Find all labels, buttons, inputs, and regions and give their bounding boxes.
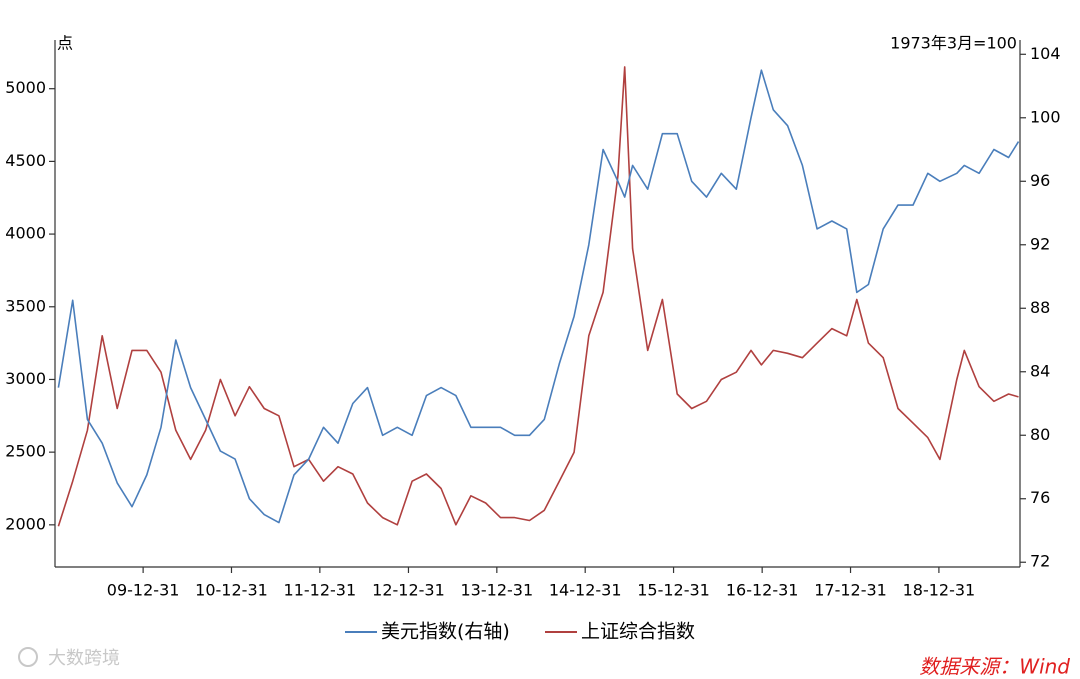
y2-tick-label: 96 <box>1030 171 1050 190</box>
x-tick-label: 14-12-31 <box>549 581 622 600</box>
x-tick-label: 09-12-31 <box>107 581 180 600</box>
y-axis-label: 点 <box>57 34 73 53</box>
x-tick-label: 13-12-31 <box>461 581 534 600</box>
x-tick-label: 16-12-31 <box>726 581 799 600</box>
x-tick-label: 10-12-31 <box>195 581 268 600</box>
x-tick-label: 18-12-31 <box>903 581 976 600</box>
y2-tick-label: 104 <box>1030 44 1061 63</box>
legend-label: 上证综合指数 <box>581 621 695 643</box>
source: 数据来源：Wind <box>919 655 1070 679</box>
y2-tick-label: 80 <box>1030 425 1050 444</box>
series-line <box>57 69 1020 524</box>
y-tick-label: 4000 <box>5 224 46 243</box>
legend-label: 美元指数(右轴) <box>381 621 510 643</box>
y-tick-label: 5000 <box>5 78 46 97</box>
x-tick-label: 12-12-31 <box>372 581 445 600</box>
x-tick-label: 17-12-31 <box>814 581 887 600</box>
y-tick-label: 3500 <box>5 296 46 315</box>
y-tick-label: 2500 <box>5 442 46 461</box>
watermark-icon <box>18 647 38 667</box>
series-line <box>57 66 1019 527</box>
x-tick-label: 15-12-31 <box>637 581 710 600</box>
watermark: 大数跨境 <box>48 648 120 669</box>
y2-tick-label: 88 <box>1030 298 1050 317</box>
y2-axis-label: 1973年3月=100 <box>890 34 1017 53</box>
y-tick-label: 4500 <box>5 151 46 170</box>
y2-tick-label: 72 <box>1030 552 1050 571</box>
y2-tick-label: 100 <box>1030 107 1061 126</box>
y2-tick-label: 84 <box>1030 361 1050 380</box>
x-tick-label: 11-12-31 <box>284 581 357 600</box>
y2-tick-label: 92 <box>1030 234 1050 253</box>
y-tick-label: 2000 <box>5 514 46 533</box>
y-tick-label: 3000 <box>5 369 46 388</box>
y2-tick-label: 76 <box>1030 488 1050 507</box>
